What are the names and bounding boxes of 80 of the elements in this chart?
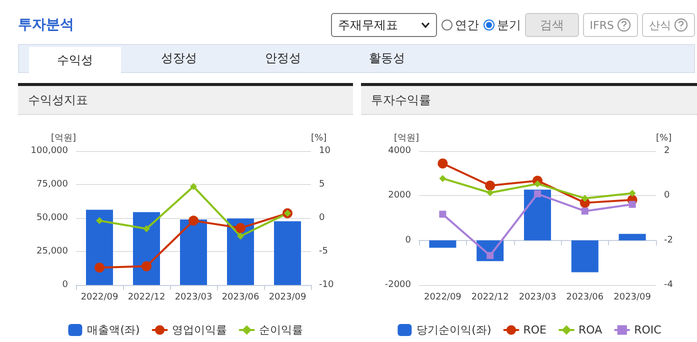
point: [486, 189, 494, 196]
y-tick-label: 25,000: [36, 246, 68, 256]
legend-label: ROA: [578, 324, 603, 336]
text: 분기: [496, 16, 521, 34]
point: [581, 208, 588, 215]
bar: [133, 212, 160, 285]
point: [534, 180, 541, 188]
y2-axis-title: [%]: [311, 134, 327, 144]
point: [236, 223, 246, 234]
x-tick-label: 2023/03: [518, 292, 556, 302]
y2-tick-label: 0: [664, 190, 670, 201]
x-tick-label: 2023/06: [566, 292, 604, 302]
point: [581, 194, 588, 202]
text: 주재무제표: [330, 13, 437, 37]
y2-tick-label: -4: [664, 280, 674, 290]
y-axis-title: [억원]: [394, 134, 419, 144]
x-tick-label: 2022/09: [424, 292, 462, 302]
point: [486, 252, 494, 260]
x-tick-label: 2023/06: [222, 292, 260, 302]
point: [439, 174, 446, 182]
y2-axis-title: [%]: [656, 134, 672, 144]
y-tick-label: 75,000: [36, 180, 68, 190]
point: [188, 216, 198, 226]
y-tick-label: 50,000: [36, 213, 68, 223]
chart-title: 수익성지표: [18, 86, 353, 115]
text: IFRS: [582, 13, 638, 37]
legend-label: 영업이익률: [172, 324, 227, 336]
point: [628, 200, 636, 208]
point: [143, 225, 150, 232]
point: [439, 210, 446, 218]
x-tick-label: 2023/09: [614, 292, 652, 302]
point: [485, 180, 496, 191]
x-tick-label: 2022/09: [80, 292, 118, 302]
y2-tick-label: 0: [319, 213, 325, 223]
bar: [571, 240, 598, 272]
text: 성장성: [160, 50, 198, 67]
chart-title: 투자수익률: [361, 86, 697, 115]
point: [534, 190, 541, 198]
y-axis-title: [억원]: [50, 134, 76, 144]
y-tick-label: 2000: [388, 190, 412, 201]
bar: [524, 190, 551, 240]
bar: [274, 221, 301, 285]
point: [438, 158, 448, 169]
bar: [618, 234, 646, 240]
x-tick-label: 2022/12: [471, 292, 509, 302]
y-tick-label: 0: [62, 280, 68, 290]
y-tick-label: -2000: [384, 280, 412, 290]
point: [96, 217, 103, 224]
point: [190, 183, 197, 190]
y2-tick-label: -5: [319, 246, 328, 256]
point: [142, 261, 152, 272]
text: 검색: [524, 13, 579, 37]
y2-tick-label: -2: [664, 235, 673, 246]
text: 수익성: [29, 47, 121, 73]
bar: [180, 219, 207, 285]
y2-tick-label: -10: [319, 280, 334, 290]
bar: [429, 240, 456, 248]
legend-label: ROE: [523, 324, 547, 336]
point: [237, 232, 244, 240]
legend-label: 매출액(좌): [87, 324, 140, 336]
legend-label: 순이익률: [258, 324, 303, 336]
text: 활동성: [368, 50, 406, 67]
x-tick-label: 2022/12: [128, 292, 166, 302]
legend-label: 당기순이익(좌): [416, 324, 492, 336]
y-tick-label: 4000: [388, 146, 412, 156]
bar: [86, 210, 113, 285]
y2-tick-label: 2: [664, 146, 670, 156]
y-tick-label: 0: [405, 235, 412, 246]
text: 연간: [454, 16, 479, 34]
point: [628, 190, 636, 197]
text: 산식: [642, 13, 695, 37]
y2-tick-label: 10: [319, 146, 331, 156]
y-tick-label: 100,000: [30, 146, 68, 156]
text: 투자분석: [18, 16, 74, 34]
legend-label: ROIC: [634, 324, 662, 336]
text: 안정성: [264, 50, 302, 67]
point: [94, 262, 104, 273]
x-tick-label: 2023/09: [268, 292, 306, 302]
y2-tick-label: 5: [319, 180, 325, 190]
x-tick-label: 2023/03: [174, 292, 212, 302]
